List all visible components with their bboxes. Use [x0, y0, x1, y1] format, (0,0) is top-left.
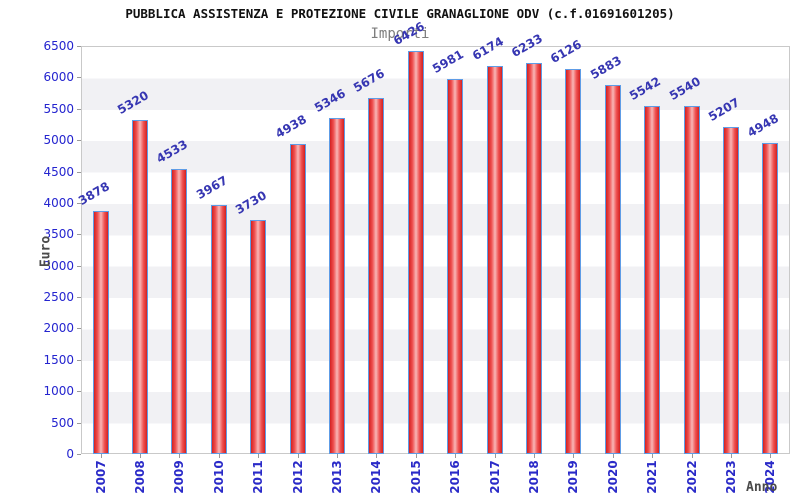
y-tick-mark: [77, 202, 81, 204]
bar-2009: [171, 169, 188, 454]
bar-2021: [644, 106, 661, 454]
x-tick-label-2009: 2009: [172, 460, 187, 494]
x-tick-label-2014: 2014: [369, 460, 384, 494]
x-tick-mark: [218, 454, 220, 458]
x-tick-label-2015: 2015: [408, 460, 423, 494]
y-tick-label: 6500: [43, 39, 74, 53]
x-tick-mark: [691, 454, 693, 458]
y-tick-label: 2500: [43, 290, 74, 305]
y-tick-label: 500: [51, 415, 74, 430]
y-tick-mark: [77, 140, 81, 142]
x-tick-mark: [376, 454, 378, 458]
y-tick-mark: [77, 171, 81, 173]
x-tick-label-2023: 2023: [723, 460, 738, 494]
x-tick-label-2021: 2021: [645, 460, 660, 494]
chart-subtitle: Importi: [370, 26, 430, 42]
chart-title: PUBBLICA ASSISTENZA E PROTEZIONE CIVILE …: [125, 6, 675, 21]
x-tick-mark: [652, 454, 654, 458]
bar-2013: [329, 118, 346, 454]
bar-2022: [683, 106, 700, 454]
x-tick-mark: [770, 454, 772, 458]
x-tick-label-2019: 2019: [566, 460, 581, 494]
x-tick-mark: [179, 454, 181, 458]
x-tick-mark: [258, 454, 260, 458]
y-tick-mark: [77, 234, 81, 236]
x-tick-label-2016: 2016: [448, 460, 463, 494]
y-tick-mark: [77, 77, 81, 79]
x-tick-label-2007: 2007: [93, 460, 108, 494]
x-tick-mark: [415, 454, 417, 458]
value-label-2015: 6426: [390, 18, 427, 48]
bar-2020: [604, 84, 621, 454]
y-axis-title: Euro: [38, 235, 54, 268]
bar-2016: [447, 78, 464, 454]
x-tick-mark: [494, 454, 496, 458]
bar-2024: [762, 143, 779, 454]
y-tick-label: 4500: [43, 164, 74, 179]
y-tick-label: 5000: [43, 133, 74, 148]
x-tick-mark: [297, 454, 299, 458]
plot-area: [81, 46, 790, 454]
x-tick-mark: [533, 454, 535, 458]
y-tick-mark: [77, 422, 81, 424]
bar-2012: [289, 144, 306, 454]
y-tick-mark: [77, 391, 81, 393]
x-tick-mark: [337, 454, 339, 458]
bar-2011: [250, 219, 267, 454]
y-tick-mark: [77, 297, 81, 299]
x-tick-label-2013: 2013: [330, 460, 345, 494]
x-tick-mark: [573, 454, 575, 458]
x-tick-mark: [455, 454, 457, 458]
x-tick-label-2017: 2017: [487, 460, 502, 494]
y-tick-label: 6000: [43, 70, 74, 85]
y-tick-label: 3500: [43, 227, 74, 242]
x-tick-label-2011: 2011: [251, 460, 266, 494]
y-tick-mark: [77, 108, 81, 110]
x-tick-label-2008: 2008: [133, 460, 148, 494]
x-tick-mark: [100, 454, 102, 458]
bar-2017: [486, 66, 503, 454]
bar-2019: [565, 69, 582, 454]
bar-2015: [407, 50, 424, 454]
y-tick-mark: [77, 265, 81, 267]
y-tick-label: 3000: [43, 258, 74, 273]
y-tick-label: 4000: [43, 195, 74, 210]
bar-2014: [368, 97, 385, 454]
y-tick-label: 5500: [43, 101, 74, 116]
y-tick-mark: [77, 328, 81, 330]
y-tick-label: 0: [66, 447, 74, 461]
bar-2008: [132, 120, 149, 454]
x-tick-label-2010: 2010: [211, 460, 226, 494]
y-tick-mark: [77, 454, 81, 455]
y-tick-mark: [77, 359, 81, 361]
x-tick-mark: [612, 454, 614, 458]
y-tick-mark: [77, 46, 81, 47]
y-tick-label: 2000: [43, 321, 74, 336]
x-tick-mark: [140, 454, 142, 458]
x-tick-label-2018: 2018: [526, 460, 541, 494]
bar-2007: [92, 210, 109, 454]
x-axis-title: Anno: [746, 480, 778, 495]
y-tick-label: 1000: [43, 384, 74, 399]
bar-2023: [722, 127, 739, 454]
bar-2010: [210, 204, 227, 454]
bar-2018: [525, 62, 542, 454]
x-tick-label-2022: 2022: [684, 460, 699, 494]
y-tick-label: 1500: [43, 352, 74, 367]
x-tick-mark: [730, 454, 732, 458]
x-tick-label-2020: 2020: [605, 460, 620, 494]
x-tick-label-2012: 2012: [290, 460, 305, 494]
